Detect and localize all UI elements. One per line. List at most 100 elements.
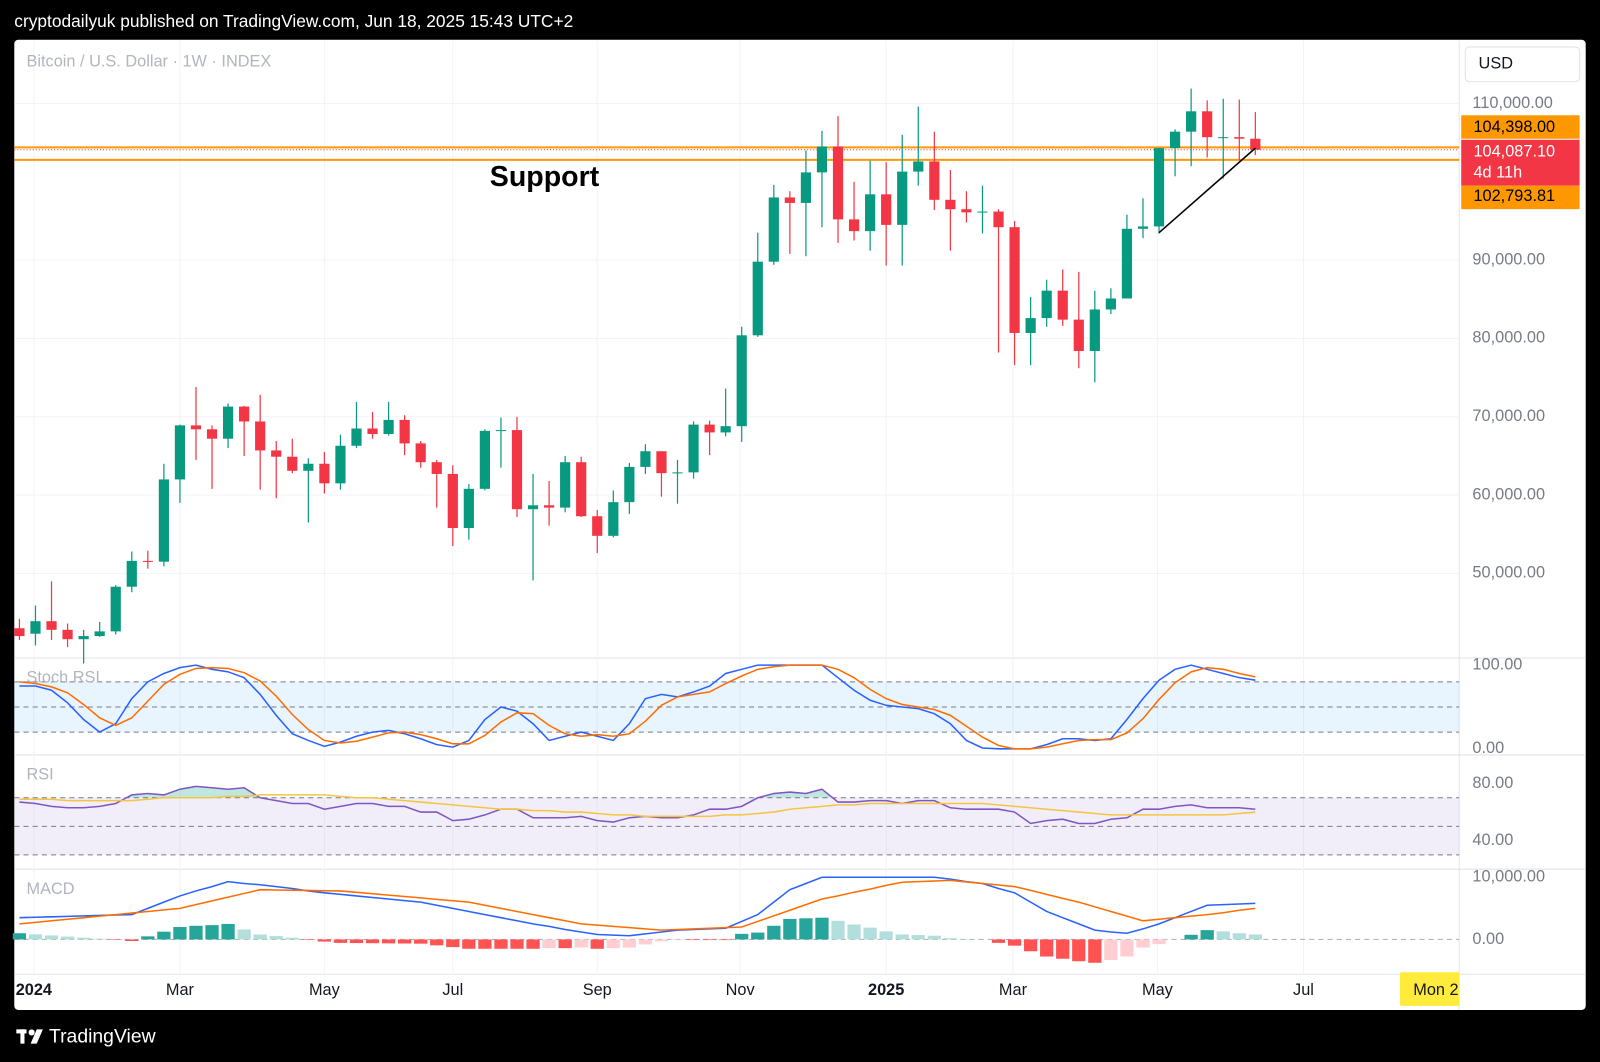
histogram-bar [1088,939,1102,963]
indicator-line [19,876,1256,937]
candle-body [303,463,314,471]
y-tick-label: 80.00 [1472,774,1513,792]
histogram-bar [590,939,604,949]
candle-body [993,211,1004,228]
currency-label[interactable]: USD [1479,55,1513,73]
footer-brand: TradingView [49,1026,157,1048]
histogram-bar [141,936,155,940]
currency-button[interactable] [1464,46,1581,83]
crosshair-tag: Mon 2 [1400,972,1460,1006]
candle-body [62,629,73,640]
candle-body [672,472,683,474]
histogram-bar [751,932,765,940]
histogram-bar [847,924,861,940]
candle-body [977,211,988,213]
candle-body [881,194,892,225]
histogram-bar [719,939,733,941]
y-tick-label: 100.00 [1472,655,1522,673]
candle-body [222,406,234,439]
candle-body [206,429,218,439]
x-tick-label: Mar [999,981,1028,999]
histogram-bar [638,939,653,945]
indicator-line [19,664,1256,750]
histogram-bar [879,931,893,940]
histogram-bar [76,937,91,940]
x-tick-label: 2025 [868,981,904,999]
candle-body [399,419,410,444]
histogram-bar [269,936,283,940]
histogram-bar [622,939,636,948]
candle-body [576,462,587,517]
histogram-bar [173,927,187,940]
histogram-bar [28,934,43,940]
histogram-bar [462,939,476,949]
x-tick-label: May [309,981,341,999]
candle-body [832,146,844,220]
histogram-bar [558,939,572,949]
histogram-bar [381,939,396,944]
band-fill [14,681,1460,733]
indicator-title: MACD [27,880,75,898]
candle-body [1009,227,1020,333]
histogram-bar [44,935,59,940]
histogram-bar [317,939,332,942]
indicator-line [19,785,1256,825]
candle-body [367,428,378,435]
histogram-bar [446,939,460,948]
candle-body [126,560,137,587]
candle-body [704,424,715,433]
candle-body [447,473,458,528]
price-tag-label: 104,087.10 [1473,142,1555,160]
y-tick-label: 40.00 [1472,831,1513,849]
candle-body [255,421,266,451]
y-tick-label: 110,000.00 [1472,94,1552,112]
candle-body [1137,226,1149,229]
candle-body [94,631,105,637]
y-tick-label: 60,000.00 [1472,485,1545,503]
candle-body [335,445,346,484]
histogram-bar [1040,939,1054,957]
histogram-bar [1056,939,1070,959]
publisher-line: cryptodailyuk published on TradingView.c… [14,11,573,31]
candle-body [174,425,186,480]
candle-body [816,146,828,173]
candle-body [768,197,779,262]
level-tag-label: 104,398.00 [1473,118,1555,136]
indicator-line [19,794,1256,818]
x-tick-label: Sep [583,981,612,999]
candle-body [1041,290,1052,319]
y-tick-label: 0.00 [1472,930,1504,948]
x-tick-label: Jul [1293,981,1314,999]
candle-body [78,636,89,640]
histogram-bar [237,929,251,940]
chart-layer: 2024 Mar May Jul Sep Nov 2025 Mar May Jul 50,000.0… [12,40,1586,1010]
histogram-bar [702,939,717,941]
histogram-bar [943,938,958,940]
level-tag [1461,185,1580,210]
candle-body [30,621,41,634]
chart-panel [14,39,1586,1010]
level-tag [1461,115,1580,139]
candle-body [383,419,394,435]
candle-body [929,161,940,200]
candle-body [1121,228,1133,299]
histogram-bar [542,939,556,949]
overbought-fill [19,786,1256,798]
candle-body [945,199,956,210]
logo-shape [30,1029,43,1044]
histogram-bar [670,939,685,941]
candle-body [720,426,731,433]
histogram-bar [157,931,171,940]
indicator-line [19,879,1256,931]
candle-body [865,194,876,232]
y-tick-label: 50,000.00 [1472,564,1545,582]
histogram-bar [221,923,235,940]
candle-body [1202,111,1213,138]
histogram-bar [911,935,925,940]
histogram-bar [1136,939,1150,948]
candle-body [271,450,282,457]
candle-body [431,462,442,474]
histogram-bar [1184,934,1198,940]
candle-body [142,560,153,562]
candle-body [913,161,924,172]
